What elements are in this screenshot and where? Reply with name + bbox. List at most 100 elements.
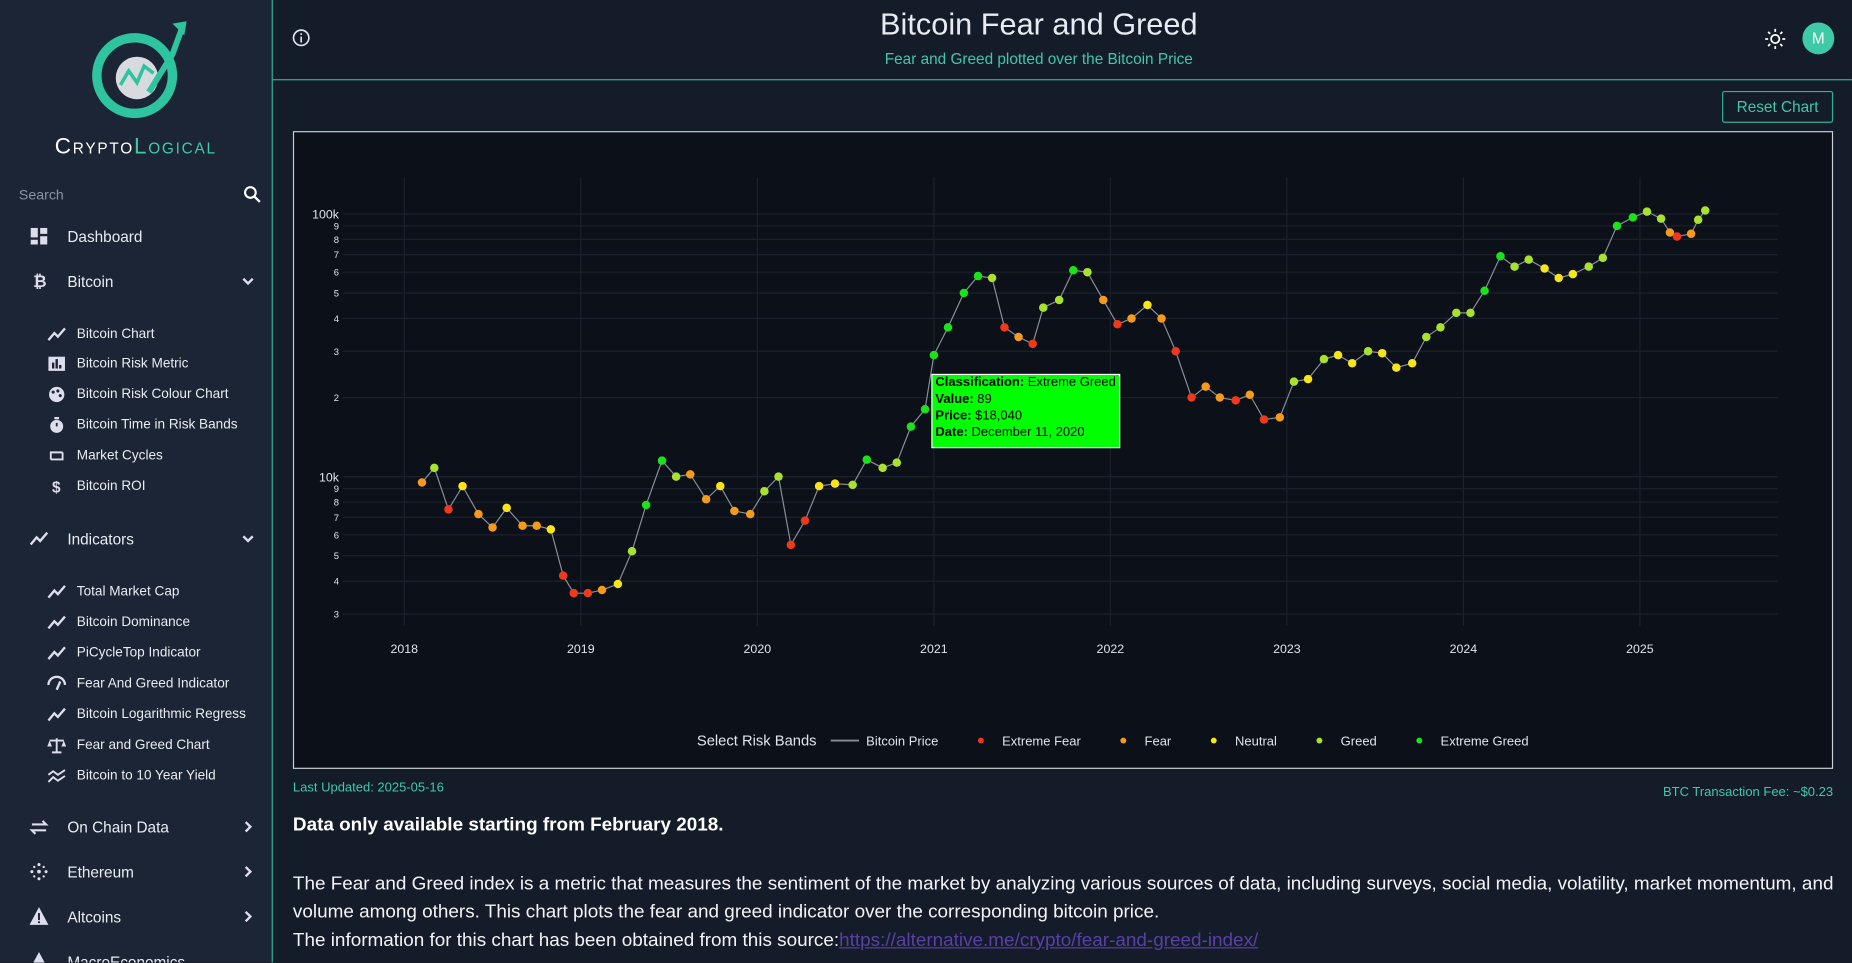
data-point: [613, 579, 623, 589]
data-point: [488, 523, 497, 532]
legend-title: Select Risk Bands: [697, 733, 817, 749]
nav-label: Bitcoin Dominance: [76, 615, 191, 630]
data-point: [1584, 262, 1593, 271]
source-text: The information for this chart has been …: [292, 930, 840, 951]
nav-section[interactable]: Altcoins: [28, 905, 259, 929]
icon: [29, 907, 49, 925]
data-point: [1289, 377, 1299, 386]
y-tick-label: 3: [334, 610, 339, 621]
data-point: [1201, 382, 1210, 391]
nav-item[interactable]: $ Bitcoin ROI: [47, 476, 146, 497]
data-point: [1333, 350, 1343, 360]
data-point: [701, 495, 711, 504]
tooltip-value: Extreme Greed: [1028, 374, 1116, 389]
icon: [30, 863, 48, 881]
legend-label: Extreme Fear: [1002, 733, 1081, 748]
data-point: [830, 479, 840, 488]
nav-item[interactable]: Bitcoin Chart: [47, 324, 155, 345]
tooltip-value: December 11, 2020: [972, 424, 1085, 439]
icon: [29, 820, 49, 835]
nav-label: Bitcoin Risk Metric: [76, 356, 189, 371]
legend-item[interactable]: Greed: [1316, 733, 1377, 748]
nav-label: Ethereum: [67, 862, 134, 881]
icon: [47, 707, 66, 722]
legend-item[interactable]: Neutral: [1210, 733, 1277, 748]
nav-section[interactable]: Ethereum: [28, 860, 259, 884]
icon: [47, 738, 67, 754]
nav-item[interactable]: Bitcoin Risk Metric: [47, 353, 188, 374]
data-point: [1672, 232, 1682, 241]
reset-chart-button[interactable]: Reset Chart: [1722, 90, 1834, 123]
x-tick-label: 2023: [1273, 642, 1301, 656]
nav-item[interactable]: Total Market Cap: [47, 581, 179, 602]
y-tick-label: 5: [334, 289, 339, 300]
data-point: [746, 509, 755, 519]
nav-section[interactable]: Dashboard: [28, 224, 259, 248]
icon: [47, 646, 66, 660]
data-point: [1113, 320, 1122, 329]
legend-label: Neutral: [1235, 733, 1277, 748]
nav-item[interactable]: Bitcoin Dominance: [47, 612, 190, 633]
data-point: [1407, 359, 1417, 368]
nav-label: Bitcoin to 10 Year Yield: [76, 768, 216, 784]
brand-part: Crypto: [54, 134, 134, 160]
nav-label: Dashboard: [67, 227, 143, 246]
info-icon[interactable]: [292, 28, 311, 47]
search-input[interactable]: Search: [18, 186, 64, 204]
data-point: [1215, 393, 1225, 402]
legend-item[interactable]: Fear: [1120, 733, 1172, 748]
tooltip: Classification: Extreme Greed Value: 89 …: [931, 373, 1121, 449]
data-point: [1143, 300, 1152, 310]
logo[interactable]: [90, 19, 189, 125]
data-point: [1171, 347, 1180, 356]
data-point: [430, 463, 439, 473]
nav-section[interactable]: MacroEconomics: [28, 950, 259, 963]
y-tick-label: 8: [334, 235, 339, 246]
search-icon[interactable]: [243, 185, 261, 203]
avatar[interactable]: M: [1802, 22, 1835, 55]
nav-item[interactable]: Market Cycles: [47, 445, 163, 466]
data-point: [502, 503, 511, 513]
nav-item[interactable]: Fear and Greed Chart: [47, 735, 210, 756]
nav-label: MacroEconomics: [67, 952, 186, 963]
tooltip-label: Date:: [935, 424, 967, 439]
data-point: [1568, 269, 1578, 279]
icon: [47, 327, 66, 341]
nav-item[interactable]: Bitcoin Risk Colour Chart: [47, 384, 229, 405]
legend-item[interactable]: Bitcoin Price: [830, 733, 939, 748]
page-title: Bitcoin Fear and Greed: [880, 5, 1198, 42]
data-point: [597, 585, 607, 595]
data-point: [558, 571, 568, 580]
data-point: [1510, 262, 1519, 271]
nav-item[interactable]: Fear And Greed Indicator: [47, 673, 229, 694]
nav-section[interactable]: Indicators: [28, 527, 259, 551]
nav-item[interactable]: Bitcoin Time in Risk Bands: [47, 415, 238, 436]
y-tick-label: 8: [334, 498, 339, 509]
nav-label: PiCycleTop Indicator: [76, 646, 201, 661]
source-link[interactable]: https://alternative.me/crypto/fear-and-g…: [839, 930, 1259, 951]
nav-item[interactable]: Bitcoin to 10 Year Yield: [47, 765, 216, 786]
data-point: [1099, 295, 1108, 305]
chevron: [244, 910, 253, 923]
legend-item[interactable]: Extreme Fear: [977, 733, 1082, 748]
theme-toggle[interactable]: [1765, 28, 1786, 50]
data-point: [786, 540, 796, 550]
source-line: The information for this chart has been …: [293, 927, 1840, 955]
nav-item[interactable]: Bitcoin Logarithmic Regress: [47, 704, 246, 725]
data-point: [1187, 393, 1196, 402]
data-point: [1363, 347, 1373, 356]
data-point: [1598, 253, 1608, 263]
tooltip-label: Value:: [935, 391, 973, 406]
nav-item[interactable]: PiCycleTop Indicator: [47, 643, 201, 664]
data-point: [814, 481, 824, 491]
legend-item[interactable]: Extreme Greed: [1416, 733, 1529, 748]
nav-section[interactable]: ₿ Bitcoin: [28, 269, 259, 293]
data-point: [1665, 228, 1675, 237]
data-point: [583, 588, 593, 598]
data-point: [878, 463, 887, 473]
tooltip-box: [931, 373, 1121, 449]
nav-section[interactable]: On Chain Data: [28, 815, 259, 839]
data-point: [862, 455, 872, 464]
